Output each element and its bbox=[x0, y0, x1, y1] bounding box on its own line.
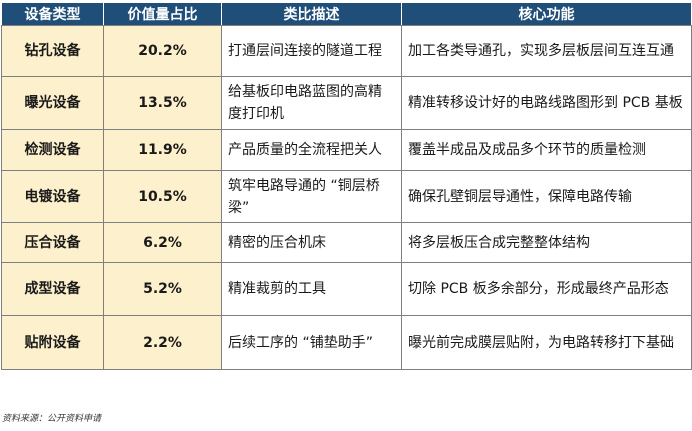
header-share: 价值量占比 bbox=[103, 2, 222, 26]
header-row: 设备类型 价值量占比 类比描述 核心功能 bbox=[1, 2, 692, 26]
value-share: 5.2% bbox=[103, 262, 222, 316]
equipment-type: 钻孔设备 bbox=[1, 25, 104, 77]
header-function: 核心功能 bbox=[401, 2, 692, 26]
core-function: 精准转移设计好的电路线路图形到 PCB 基板 bbox=[401, 76, 692, 130]
analogy-description: 筑牢电路导通的 “铜层桥梁” bbox=[221, 170, 402, 223]
equipment-type: 电镀设备 bbox=[1, 170, 104, 223]
header-type: 设备类型 bbox=[1, 2, 104, 26]
source-note: 资料来源：公开资料申请 bbox=[2, 414, 102, 424]
core-function: 加工各类导通孔，实现多层板层间互连互通 bbox=[401, 25, 692, 77]
analogy-description: 打通层间连接的隧道工程 bbox=[221, 25, 402, 77]
equipment-type: 曝光设备 bbox=[1, 76, 104, 130]
table-row: 曝光设备 13.5% 给基板印电路蓝图的高精度打印机 精准转移设计好的电路线路图… bbox=[1, 76, 692, 130]
value-share: 11.9% bbox=[103, 129, 222, 171]
analogy-description: 后续工序的 “铺垫助手” bbox=[221, 315, 402, 370]
equipment-type: 成型设备 bbox=[1, 262, 104, 316]
equipment-table: 设备类型 价值量占比 类比描述 核心功能 钻孔设备 20.2% 打通层间连接的隧… bbox=[1, 2, 692, 370]
core-function: 切除 PCB 板多余部分，形成最终产品形态 bbox=[401, 262, 692, 316]
analogy-description: 精密的压合机床 bbox=[221, 222, 402, 263]
value-share: 6.2% bbox=[103, 222, 222, 263]
analogy-description: 给基板印电路蓝图的高精度打印机 bbox=[221, 76, 402, 130]
equipment-type: 贴附设备 bbox=[1, 315, 104, 370]
table-row: 电镀设备 10.5% 筑牢电路导通的 “铜层桥梁” 确保孔壁铜层导通性，保障电路… bbox=[1, 170, 692, 223]
table-row: 贴附设备 2.2% 后续工序的 “铺垫助手” 曝光前完成膜层贴附，为电路转移打下… bbox=[1, 315, 692, 370]
core-function: 曝光前完成膜层贴附，为电路转移打下基础 bbox=[401, 315, 692, 370]
core-function: 将多层板压合成完整整体结构 bbox=[401, 222, 692, 263]
value-share: 10.5% bbox=[103, 170, 222, 223]
core-function: 覆盖半成品及成品多个环节的质量检测 bbox=[401, 129, 692, 171]
equipment-type: 检测设备 bbox=[1, 129, 104, 171]
value-share: 20.2% bbox=[103, 25, 222, 77]
table-row: 压合设备 6.2% 精密的压合机床 将多层板压合成完整整体结构 bbox=[1, 222, 692, 263]
value-share: 13.5% bbox=[103, 76, 222, 130]
equipment-type: 压合设备 bbox=[1, 222, 104, 263]
header-analogy: 类比描述 bbox=[221, 2, 402, 26]
analogy-description: 精准裁剪的工具 bbox=[221, 262, 402, 316]
core-function: 确保孔壁铜层导通性，保障电路传输 bbox=[401, 170, 692, 223]
table-row: 检测设备 11.9% 产品质量的全流程把关人 覆盖半成品及成品多个环节的质量检测 bbox=[1, 129, 692, 171]
table-row: 钻孔设备 20.2% 打通层间连接的隧道工程 加工各类导通孔，实现多层板层间互连… bbox=[1, 25, 692, 77]
value-share: 2.2% bbox=[103, 315, 222, 370]
table-row: 成型设备 5.2% 精准裁剪的工具 切除 PCB 板多余部分，形成最终产品形态 bbox=[1, 262, 692, 316]
analogy-description: 产品质量的全流程把关人 bbox=[221, 129, 402, 171]
